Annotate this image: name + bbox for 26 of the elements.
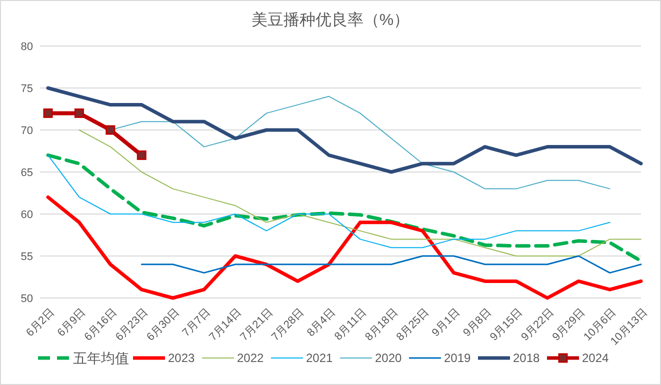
legend-label: 2024 xyxy=(582,351,610,366)
y-tick-label: 60 xyxy=(20,208,33,221)
y-tick-label: 70 xyxy=(20,124,33,137)
y-tick-label: 80 xyxy=(20,40,33,53)
point xyxy=(74,108,84,118)
x-tick-label: 6月2日 xyxy=(24,306,57,340)
point xyxy=(106,125,116,135)
line-series xyxy=(46,195,643,300)
y-tick-label: 65 xyxy=(20,166,33,179)
line-series xyxy=(46,86,643,174)
legend-label: 2021 xyxy=(306,351,334,366)
point xyxy=(136,150,146,160)
line-series xyxy=(48,154,610,248)
y-tick-label: 75 xyxy=(20,82,33,95)
point xyxy=(43,108,53,118)
x-tick-label: 9月1日 xyxy=(430,306,463,340)
y-tick-label: 55 xyxy=(20,250,33,263)
legend-label: 2020 xyxy=(375,351,402,366)
legend-label: 2023 xyxy=(168,351,196,366)
y-tick-label: 50 xyxy=(20,292,33,305)
chart-title: 美豆播种优良率（%） xyxy=(251,11,410,29)
legend-label: 2019 xyxy=(444,351,472,366)
legend-label: 五年均值 xyxy=(73,350,129,366)
line-series xyxy=(78,130,642,256)
legend-label: 2018 xyxy=(513,351,540,366)
legend-label: 2022 xyxy=(237,351,264,366)
